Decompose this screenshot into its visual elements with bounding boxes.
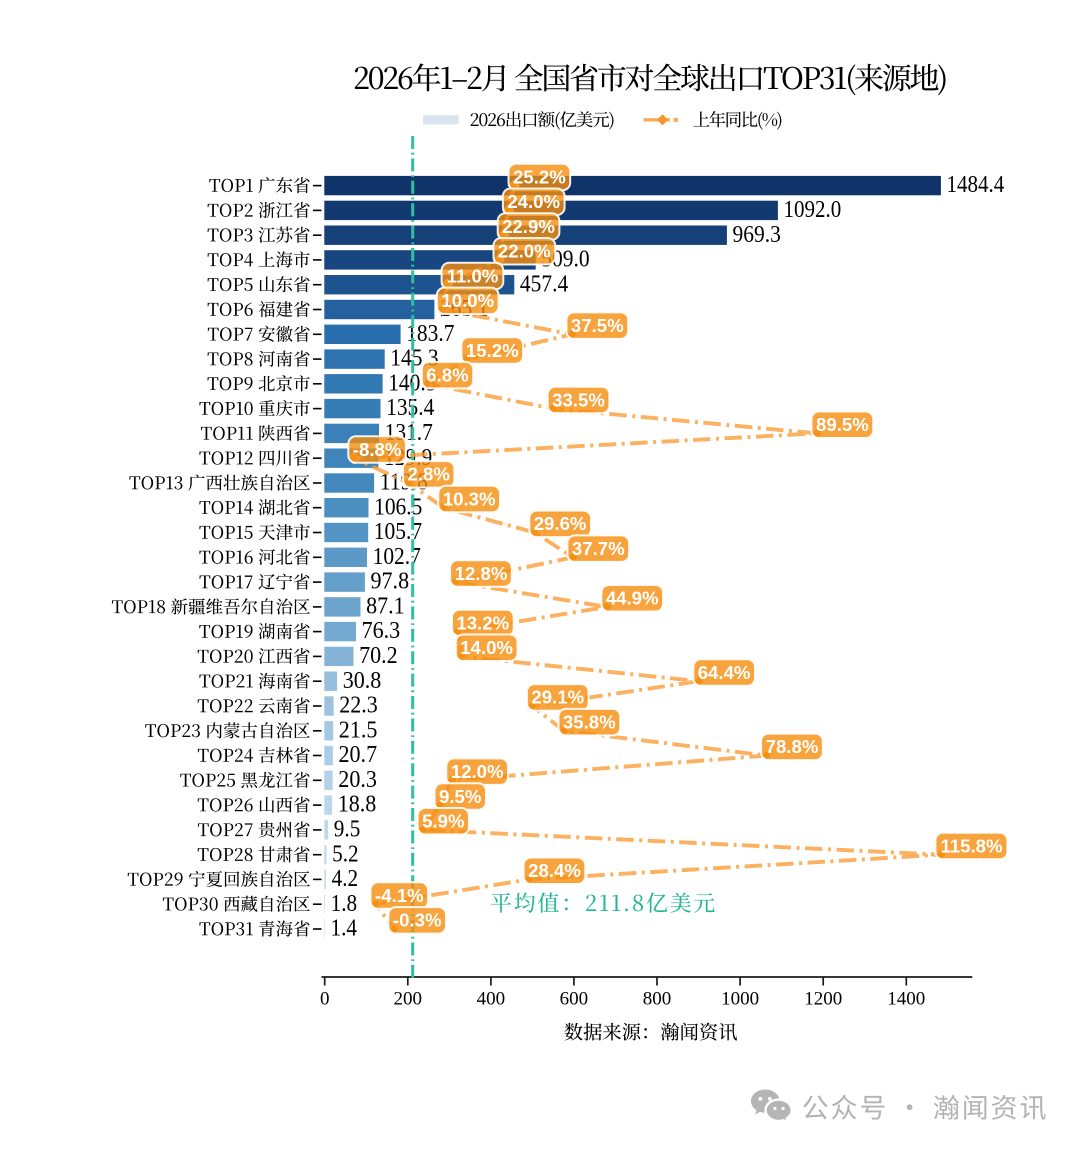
svg-text:6.8%: 6.8% bbox=[426, 365, 469, 386]
svg-text:105.7: 105.7 bbox=[374, 518, 422, 545]
svg-text:64.4%: 64.4% bbox=[698, 662, 751, 683]
svg-text:183.7: 183.7 bbox=[406, 320, 454, 347]
svg-text:2.8%: 2.8% bbox=[408, 464, 451, 485]
svg-text:14.0%: 14.0% bbox=[460, 637, 513, 658]
svg-text:5.2: 5.2 bbox=[332, 840, 359, 867]
svg-text:89.5%: 89.5% bbox=[816, 414, 869, 435]
svg-text:1200: 1200 bbox=[804, 989, 842, 1010]
svg-text:37.7%: 37.7% bbox=[572, 538, 625, 559]
svg-text:15.2%: 15.2% bbox=[466, 340, 519, 361]
svg-text:1400: 1400 bbox=[887, 989, 925, 1010]
svg-text:200: 200 bbox=[394, 989, 423, 1010]
svg-text:20.7: 20.7 bbox=[339, 741, 378, 768]
svg-text:29.1%: 29.1% bbox=[531, 687, 584, 708]
svg-text:400: 400 bbox=[477, 989, 506, 1010]
svg-text:24.0%: 24.0% bbox=[507, 191, 560, 212]
svg-text:135.4: 135.4 bbox=[386, 394, 434, 421]
svg-text:1.8: 1.8 bbox=[331, 890, 358, 917]
svg-text:20.3: 20.3 bbox=[338, 766, 377, 793]
svg-text:1484.4: 1484.4 bbox=[947, 171, 1005, 198]
svg-text:-0.3%: -0.3% bbox=[393, 910, 442, 931]
svg-text:13.2%: 13.2% bbox=[456, 612, 509, 633]
svg-text:106.5: 106.5 bbox=[374, 493, 422, 520]
svg-text:4.2: 4.2 bbox=[332, 865, 359, 892]
svg-text:969.3: 969.3 bbox=[733, 221, 781, 248]
svg-text:10.0%: 10.0% bbox=[441, 290, 494, 311]
svg-text:-4.1%: -4.1% bbox=[375, 885, 424, 906]
svg-text:1092.0: 1092.0 bbox=[784, 196, 842, 223]
svg-text:35.8%: 35.8% bbox=[563, 712, 616, 733]
svg-text:76.3: 76.3 bbox=[362, 617, 401, 644]
svg-text:457.4: 457.4 bbox=[520, 270, 568, 297]
svg-text:1.4: 1.4 bbox=[331, 915, 358, 942]
svg-text:12.0%: 12.0% bbox=[451, 761, 504, 782]
svg-text:28.4%: 28.4% bbox=[528, 860, 581, 881]
svg-text:11.0%: 11.0% bbox=[447, 265, 499, 286]
svg-text:5.9%: 5.9% bbox=[422, 811, 465, 832]
svg-text:1000: 1000 bbox=[721, 989, 759, 1010]
svg-text:70.2: 70.2 bbox=[359, 642, 398, 669]
svg-text:-8.8%: -8.8% bbox=[353, 439, 402, 460]
svg-text:9.5%: 9.5% bbox=[439, 786, 482, 807]
svg-text:78.8%: 78.8% bbox=[766, 736, 819, 757]
svg-text:9.5: 9.5 bbox=[334, 816, 361, 843]
svg-text:22.0%: 22.0% bbox=[498, 241, 551, 262]
svg-text:800: 800 bbox=[643, 989, 672, 1010]
svg-text:10.3%: 10.3% bbox=[443, 488, 496, 509]
svg-text:25.2%: 25.2% bbox=[513, 166, 566, 187]
svg-text:22.9%: 22.9% bbox=[502, 216, 555, 237]
svg-text:87.1: 87.1 bbox=[366, 593, 405, 620]
svg-text:0: 0 bbox=[320, 989, 330, 1010]
svg-text:29.6%: 29.6% bbox=[534, 513, 587, 534]
svg-text:97.8: 97.8 bbox=[371, 568, 410, 595]
svg-text:22.3: 22.3 bbox=[339, 692, 378, 719]
svg-text:21.5: 21.5 bbox=[339, 716, 378, 743]
svg-text:12.8%: 12.8% bbox=[455, 563, 508, 584]
svg-text:115.8%: 115.8% bbox=[940, 835, 1003, 856]
svg-text:37.5%: 37.5% bbox=[571, 315, 624, 336]
svg-text:30.8: 30.8 bbox=[343, 667, 382, 694]
svg-text:33.5%: 33.5% bbox=[552, 389, 605, 410]
svg-text:44.9%: 44.9% bbox=[606, 588, 659, 609]
svg-text:600: 600 bbox=[560, 989, 589, 1010]
svg-text:18.8: 18.8 bbox=[338, 791, 377, 818]
